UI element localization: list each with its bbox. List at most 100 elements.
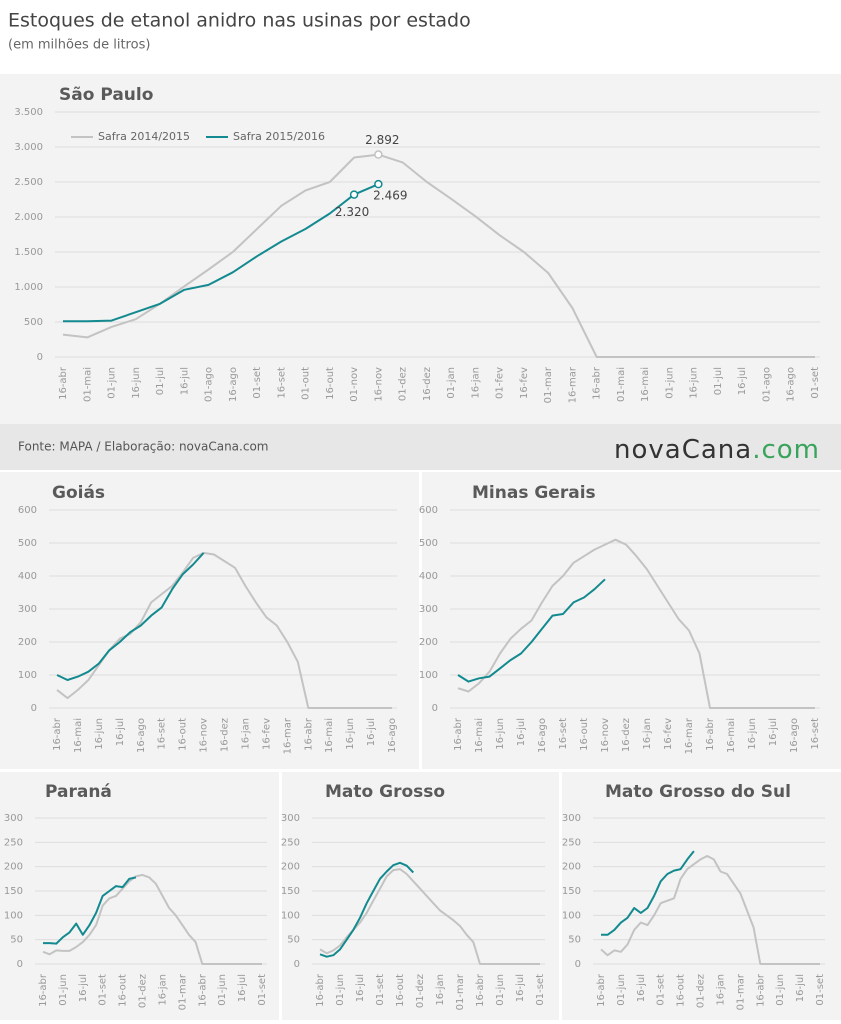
x-tick-label: 01-jun — [107, 367, 118, 399]
y-tick-label: 2.000 — [14, 212, 43, 223]
x-tick-label: 16-mar — [684, 717, 695, 754]
x-tick-label: 16-jan — [240, 718, 251, 750]
x-tick-label: 16-jul — [366, 718, 377, 746]
x-tick-label: 16-mar — [282, 717, 293, 754]
x-tick-label: 16-jan — [470, 367, 481, 399]
x-tick-label: 16-out — [579, 718, 590, 751]
x-tick-label: 16-ago — [387, 718, 398, 753]
x-tick-label: 16-ago — [786, 367, 797, 402]
y-tick-label: 300 — [18, 604, 37, 615]
footer-band — [0, 424, 841, 470]
chart-title: Mato Grosso do Sul — [605, 782, 791, 802]
series-line — [457, 578, 606, 683]
x-tick-label: 16-jul — [636, 974, 647, 1002]
chart-title: Mato Grosso — [325, 782, 445, 802]
x-tick-label: 16-set — [157, 718, 168, 750]
y-tick-label: 300 — [562, 813, 581, 824]
x-tick-label: 16-jul — [737, 367, 748, 395]
x-tick-label: 01-fev — [495, 367, 506, 399]
x-tick-label: 16-out — [325, 367, 336, 400]
x-tick-label: 01-dez — [415, 974, 426, 1008]
x-tick-label: 16-jul — [768, 718, 779, 746]
x-tick-label: 01-dez — [138, 974, 149, 1008]
series-line — [600, 855, 820, 965]
x-tick-label: 16-ago — [228, 367, 239, 402]
y-tick-label: 250 — [562, 837, 581, 848]
y-tick-label: 600 — [18, 505, 37, 516]
chart-title: Paraná — [45, 782, 112, 802]
x-tick-label: 01-nov — [349, 367, 360, 402]
x-tick-label: 16-mai — [640, 367, 651, 402]
x-tick-label: 16-nov — [199, 718, 210, 753]
x-tick-label: 16-fev — [261, 718, 272, 750]
panel — [282, 772, 559, 1020]
x-tick-label: 01-mai — [82, 367, 93, 402]
x-tick-label: 16-jul — [515, 974, 526, 1002]
logo-name: novaCana — [614, 435, 752, 465]
y-tick-label: 0 — [31, 703, 37, 714]
x-tick-label: 01-mar — [177, 973, 188, 1010]
y-tick-label: 2.500 — [14, 177, 43, 188]
value-marker — [374, 179, 383, 189]
legend-label: Safra 2015/2016 — [233, 130, 325, 143]
x-tick-label: 16-abr — [303, 717, 314, 751]
chart-title: Minas Gerais — [472, 483, 596, 503]
x-tick-label: 01-set — [815, 974, 826, 1006]
x-tick-label: 01-jun — [217, 974, 228, 1006]
panel — [422, 472, 841, 769]
x-tick-label: 16-mar — [567, 366, 578, 403]
x-tick-label: 01-ago — [204, 367, 215, 402]
x-tick-label: 16-set — [558, 718, 569, 750]
x-tick-label: 16-jan — [715, 974, 726, 1006]
y-tick-label: 0 — [17, 959, 23, 970]
x-tick-label: 16-out — [178, 718, 189, 751]
y-tick-label: 100 — [419, 670, 438, 681]
x-tick-label: 01-set — [257, 974, 268, 1006]
y-tick-label: 500 — [24, 317, 43, 328]
x-tick-label: 16-set — [276, 367, 287, 399]
y-tick-label: 100 — [562, 910, 581, 921]
x-tick-label: 16-jun — [94, 718, 105, 750]
y-tick-label: 500 — [18, 538, 37, 549]
x-tick-label: 16-jul — [179, 367, 190, 395]
y-tick-label: 50 — [287, 935, 300, 946]
series-line — [319, 861, 415, 958]
y-tick-label: 300 — [419, 604, 438, 615]
x-tick-label: 16-abr — [475, 973, 486, 1007]
x-tick-label: 16-abr — [38, 973, 49, 1007]
value-marker — [349, 190, 359, 199]
x-tick-label: 16-abr — [755, 973, 766, 1007]
x-tick-label: 16-jun — [747, 718, 758, 750]
y-tick-label: 50 — [568, 935, 581, 946]
data-label: 2.469 — [373, 189, 407, 203]
series-line — [319, 868, 540, 965]
x-tick-label: 16-set — [810, 718, 821, 750]
x-tick-label: 01-jul — [155, 367, 166, 395]
page-title: Estoques de etanol anidro nas usinas por… — [8, 10, 471, 32]
x-tick-label: 01-mar — [543, 366, 554, 403]
y-tick-label: 250 — [4, 837, 23, 848]
x-tick-label: 16-jun — [131, 367, 142, 399]
y-tick-label: 200 — [281, 862, 300, 873]
y-tick-label: 0 — [432, 703, 438, 714]
source: Fonte: MAPA / Elaboração: novaCana.com — [18, 440, 268, 454]
x-tick-label: 16-dez — [220, 718, 231, 752]
x-tick-label: 16-jan — [435, 974, 446, 1006]
x-tick-label: 16-abr — [705, 717, 716, 751]
legend-label: Safra 2014/2015 — [98, 130, 190, 143]
data-label: 2.320 — [335, 205, 369, 219]
series-line — [62, 153, 815, 358]
y-tick-label: 1.500 — [14, 247, 43, 258]
panel — [0, 472, 419, 769]
x-tick-label: 01-jun — [495, 974, 506, 1006]
x-tick-label: 01-set — [252, 367, 263, 399]
x-tick-label: 16-dez — [621, 718, 632, 752]
x-tick-label: 16-fev — [519, 367, 530, 399]
x-tick-label: 16-jul — [78, 974, 89, 1002]
x-tick-label: 01-dez — [398, 367, 409, 401]
series-line — [56, 552, 205, 681]
panel — [562, 772, 841, 1020]
x-tick-label: 16-jun — [345, 718, 356, 750]
y-tick-label: 600 — [419, 505, 438, 516]
